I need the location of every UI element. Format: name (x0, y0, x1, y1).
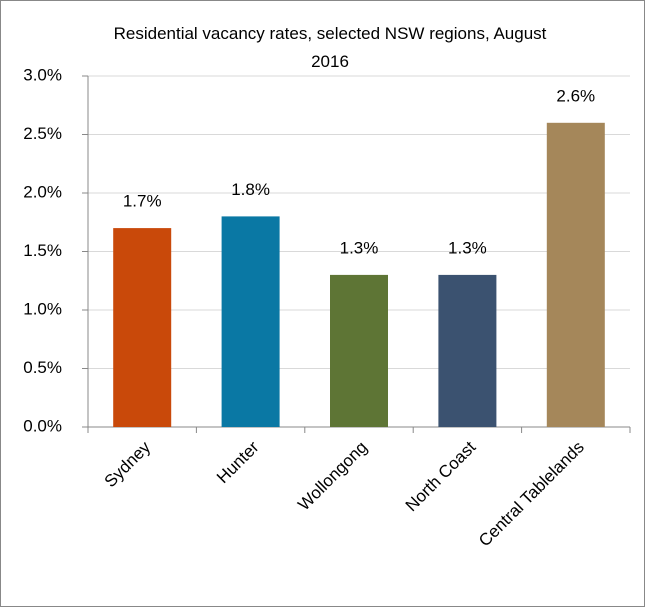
chart-title: Residential vacancy rates, selected NSW … (113, 24, 547, 71)
data-label: 1.3% (448, 238, 487, 257)
y-tick-label: 1.0% (23, 299, 62, 318)
y-tick-label: 2.0% (23, 182, 62, 201)
bar (221, 216, 280, 427)
data-label: 1.7% (123, 192, 162, 211)
data-label: 1.8% (231, 180, 270, 199)
y-tick-label: 2.5% (23, 124, 62, 143)
data-label: 1.3% (340, 238, 379, 257)
bar (546, 122, 605, 428)
bar (438, 274, 497, 427)
y-tick-label: 0.0% (23, 416, 62, 435)
bar (330, 274, 388, 427)
y-tick-label: 0.5% (23, 358, 62, 377)
y-tick-label: 3.0% (23, 65, 62, 84)
bar (113, 228, 172, 427)
data-label: 2.6% (556, 86, 595, 105)
y-tick-label: 1.5% (23, 241, 62, 260)
